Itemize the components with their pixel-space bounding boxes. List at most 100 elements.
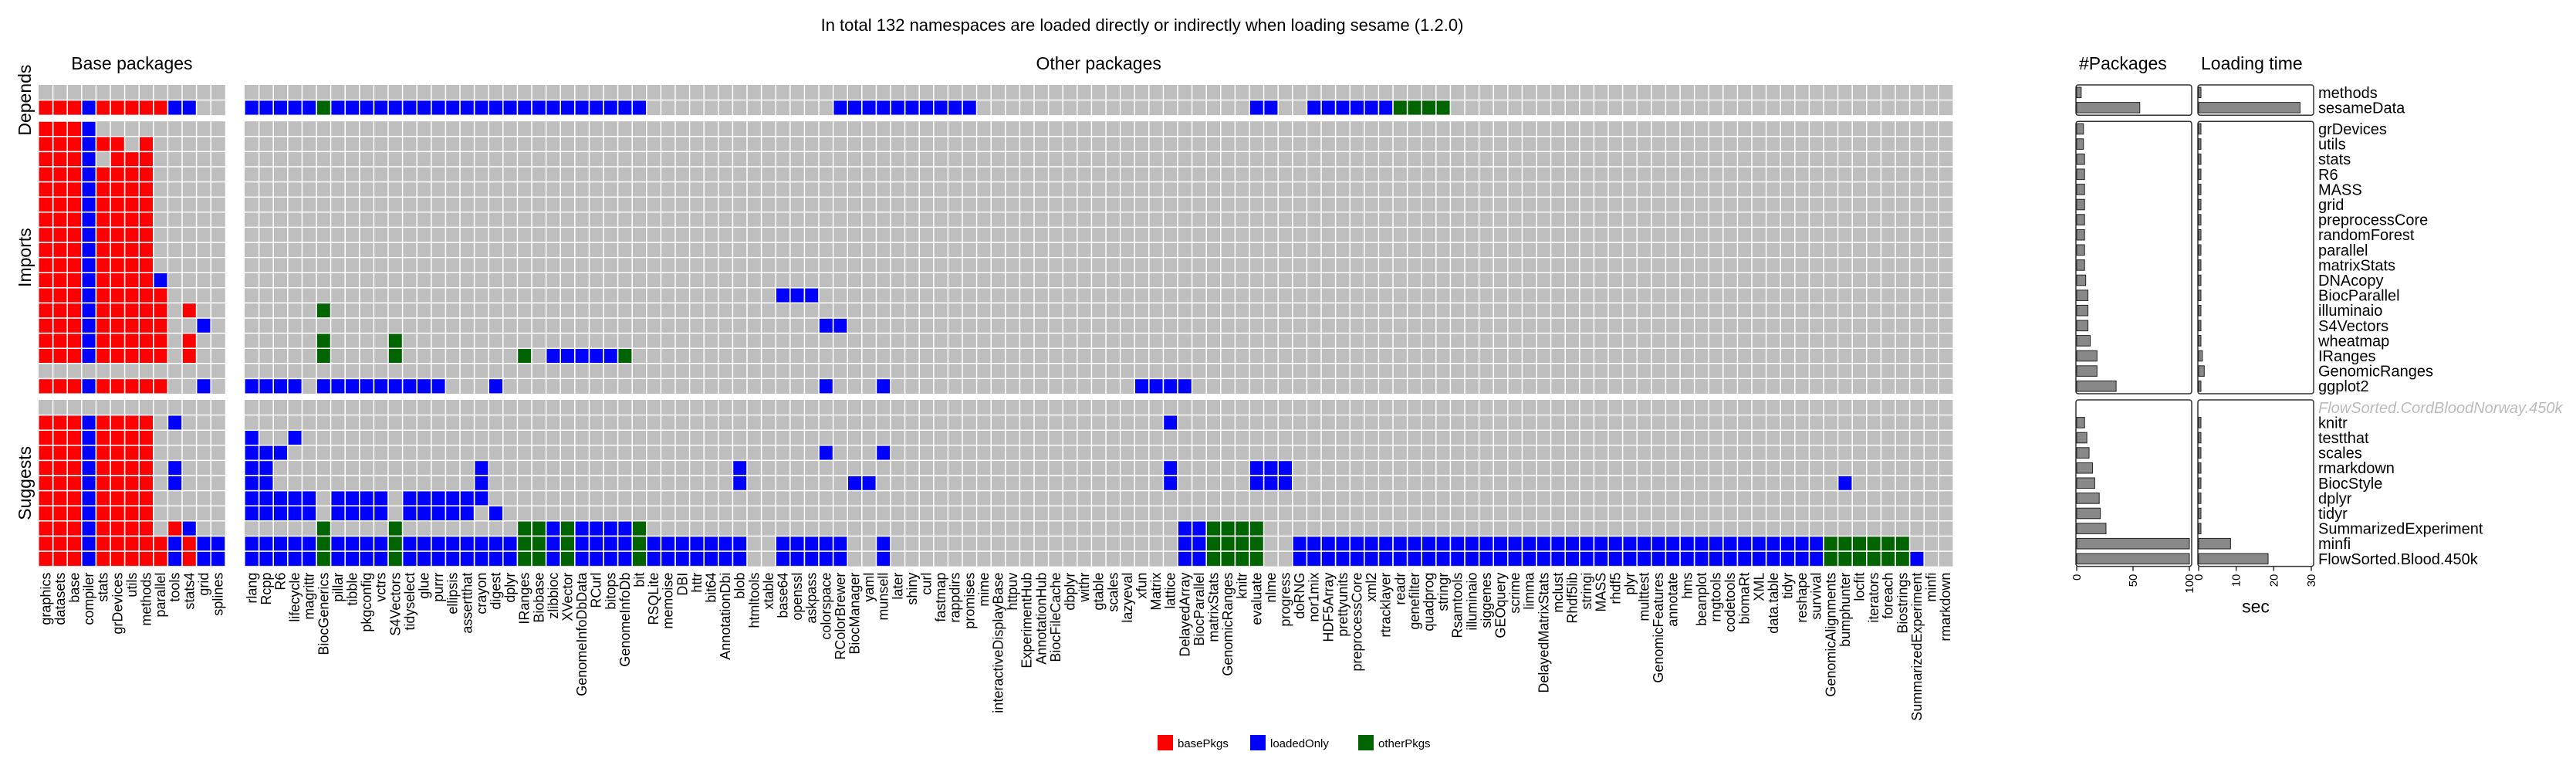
- heatmap-cell: [747, 182, 761, 197]
- column-label-limma: limma: [1522, 572, 1537, 610]
- heatmap-cell: [618, 288, 632, 303]
- heatmap-cell: [1895, 537, 1909, 551]
- heatmap-cell: [1149, 288, 1163, 303]
- heatmap-cell: [891, 537, 904, 551]
- heatmap-cell: [1479, 228, 1493, 242]
- heatmap-cell: [288, 85, 302, 100]
- heatmap-cell: [603, 537, 617, 551]
- heatmap-cell: [833, 212, 847, 227]
- heatmap-cell: [1867, 85, 1881, 100]
- heatmap-cell: [1838, 121, 1852, 137]
- heatmap-cell: [154, 537, 167, 551]
- heatmap-cell: [1867, 415, 1881, 430]
- bar-loading-time-grid: [2198, 198, 2202, 211]
- row-label-dnacopy: DNAcopy: [2318, 273, 2383, 290]
- heatmap-cell: [991, 182, 1006, 197]
- heatmap-cell: [259, 318, 273, 333]
- heatmap-cell: [125, 303, 139, 318]
- heatmap-cell: [891, 137, 904, 151]
- heatmap-cell: [1867, 137, 1881, 151]
- heatmap-cell: [891, 521, 904, 536]
- heatmap-cell: [53, 303, 67, 318]
- heatmap-cell: [977, 212, 991, 227]
- heatmap-cell: [1623, 167, 1637, 181]
- heatmap-cell: [1134, 137, 1149, 151]
- heatmap-cell: [1910, 318, 1924, 333]
- heatmap-cell: [388, 445, 402, 460]
- column-label-fastmap: fastmap: [933, 573, 948, 622]
- heatmap-cell: [245, 521, 259, 536]
- heatmap-cell: [1436, 167, 1450, 181]
- heatmap-cell: [847, 182, 862, 197]
- heatmap-cell: [1278, 537, 1293, 551]
- heatmap-cell: [532, 521, 546, 536]
- heatmap-cell: [403, 258, 417, 273]
- heatmap-cell: [1766, 415, 1780, 430]
- heatmap-cell: [1493, 121, 1508, 137]
- heatmap-cell: [833, 348, 847, 364]
- heatmap-cell: [977, 197, 991, 212]
- heatmap-cell: [67, 212, 82, 227]
- heatmap-cell: [182, 476, 196, 490]
- heatmap-cell: [1493, 85, 1508, 100]
- heatmap-cell: [316, 197, 330, 212]
- heatmap-cell: [819, 476, 833, 490]
- heatmap-cell: [1393, 537, 1407, 551]
- heatmap-cell: [53, 506, 67, 521]
- heatmap-cell: [1594, 476, 1608, 490]
- heatmap-cell: [1810, 273, 1824, 288]
- heatmap-cell: [675, 258, 689, 273]
- heatmap-cell: [1092, 491, 1106, 506]
- bar-loading-time-minfi: [2198, 537, 2231, 550]
- heatmap-cell: [1910, 461, 1924, 476]
- heatmap-cell: [934, 273, 948, 288]
- heatmap-cell: [1221, 100, 1235, 115]
- row-label-parallel: parallel: [2318, 242, 2368, 259]
- heatmap-cell: [1034, 152, 1048, 167]
- heatmap-cell: [675, 537, 689, 551]
- heatmap-cell: [1738, 228, 1752, 242]
- heatmap-cell: [1006, 364, 1019, 378]
- heatmap-cell: [560, 430, 575, 445]
- heatmap-cell: [431, 303, 445, 318]
- heatmap-cell: [259, 197, 273, 212]
- heatmap-cell: [905, 400, 919, 415]
- heatmap-cell: [1034, 461, 1048, 476]
- heatmap-cell: [1551, 476, 1565, 490]
- heatmap-cell: [139, 491, 154, 506]
- heatmap-cell: [1651, 121, 1665, 137]
- heatmap-cell: [288, 197, 302, 212]
- heatmap-cell: [590, 197, 603, 212]
- heatmap-cell: [168, 100, 182, 115]
- heatmap-cell: [1910, 445, 1924, 460]
- heatmap-cell: [762, 273, 776, 288]
- heatmap-cell: [1249, 318, 1263, 333]
- heatmap-cell: [1924, 348, 1939, 364]
- heatmap-cell: [1766, 430, 1780, 445]
- heatmap-cell: [1249, 212, 1263, 227]
- heatmap-cell: [446, 212, 460, 227]
- heatmap-cell: [518, 415, 532, 430]
- heatmap-cell: [1121, 415, 1134, 430]
- heatmap-cell: [1063, 364, 1077, 378]
- heatmap-cell: [403, 197, 417, 212]
- heatmap-cell: [1164, 400, 1178, 415]
- heatmap-cell: [460, 152, 474, 167]
- heatmap-cell: [877, 288, 891, 303]
- heatmap-cell: [259, 167, 273, 181]
- heatmap-cell: [1350, 197, 1364, 212]
- heatmap-cell: [403, 334, 417, 348]
- heatmap-cell: [1106, 167, 1120, 181]
- heatmap-cell: [39, 167, 52, 181]
- heatmap-cell: [431, 430, 445, 445]
- heatmap-cell: [475, 491, 488, 506]
- heatmap-cell: [690, 242, 704, 257]
- heatmap-cell: [962, 334, 976, 348]
- heatmap-cell: [488, 348, 503, 364]
- heatmap-cell: [1221, 476, 1235, 490]
- heatmap-cell: [1134, 506, 1149, 521]
- heatmap-cell: [1121, 197, 1134, 212]
- heatmap-cell: [905, 288, 919, 303]
- heatmap-cell: [1752, 288, 1766, 303]
- bar-packages-methods: [2076, 86, 2082, 99]
